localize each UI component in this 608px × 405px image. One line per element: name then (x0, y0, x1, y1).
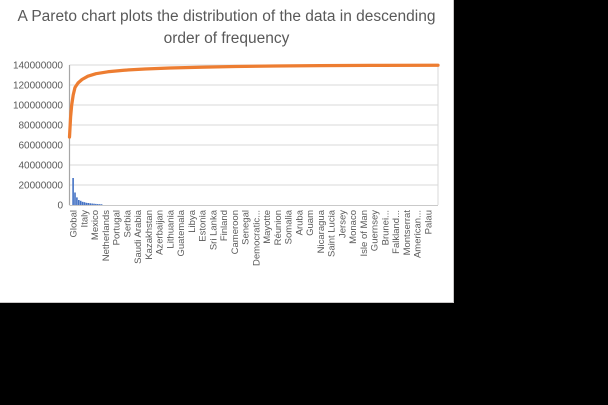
x-axis-tick-label: Jersey (337, 210, 348, 238)
frequency-bar (76, 197, 78, 205)
x-axis-tick-label: Portugal (112, 210, 123, 245)
y-axis-tick-label: 60000000 (19, 141, 64, 152)
y-axis-tick-label: 120000000 (13, 81, 63, 92)
x-axis-tick-label: Brunei... (380, 210, 391, 245)
x-axis-tick-label: Guam (305, 210, 316, 236)
x-axis-tick-label: Senegal (241, 210, 252, 245)
frequency-bar (72, 178, 74, 205)
x-axis-tick-label: Estonia (198, 209, 209, 241)
frequency-bar (91, 203, 93, 205)
y-axis-tick-label: 100000000 (13, 101, 63, 112)
x-axis-tick-label: Cameroon (230, 210, 241, 254)
y-axis-tick-label: 40000000 (19, 161, 64, 172)
x-axis-tick-label: Mayotte (262, 210, 273, 244)
chart-title: A Pareto chart plots the distribution of… (17, 8, 436, 47)
x-axis-tick-label: Lithuania (165, 209, 176, 248)
x-axis-tick-label: Réunion (273, 210, 284, 245)
y-axis-tick-label: 140000000 (13, 61, 63, 72)
x-axis-tick-label: Libya (187, 209, 198, 232)
x-axis-tick-label: Mexico (90, 210, 101, 240)
frequency-bar (85, 202, 88, 205)
plot-svg: 0 20000000 40000000 60000000 80000000 1000000… (13, 61, 440, 266)
x-axis-tick-label: Finland (219, 210, 230, 241)
frequency-bar (95, 203, 97, 205)
frequency-bar (98, 204, 101, 205)
x-axis-tick-label: Isle of Man (359, 210, 370, 256)
frequency-bar (93, 203, 95, 205)
pareto-chart[interactable]: A Pareto chart plots the distribution of… (0, 0, 454, 303)
x-axis-tick-label: Italy (79, 210, 90, 228)
frequency-bar (87, 203, 90, 205)
x-axis-tick-label: Saudi Arabia (133, 209, 144, 264)
x-axis-tick-label: Saint Lucia (327, 209, 338, 257)
x-axis-tick-label: Montserrat (402, 210, 413, 256)
x-axis-tick-label: Aruba (294, 209, 305, 235)
frequency-bar (89, 203, 91, 205)
frequency-bar (79, 200, 82, 205)
x-axis-tick-label: Nicaragua (316, 209, 327, 253)
y-axis-tick-label: 20000000 (19, 181, 64, 192)
x-axis-tick-label: Somalia (284, 209, 295, 244)
frequency-bar (78, 200, 80, 205)
x-axis-tick-label: Serbia (122, 209, 133, 237)
x-axis-tick-label: American... (413, 210, 424, 258)
x-axis-tick-label: Netherlands (101, 210, 112, 261)
x-axis-tick-label: Guatemala (176, 209, 187, 256)
x-axis-tick-label: Democratic... (251, 210, 262, 266)
y-axis-tick-label: 0 (57, 201, 63, 212)
frequency-bar (81, 201, 84, 205)
cumulative-line (67, 63, 440, 139)
x-axis-tick-label: Azerbaijan (155, 210, 166, 255)
x-axis-tick-label: Falkland... (391, 210, 402, 254)
x-axis-tick-label: Sri Lanka (208, 209, 219, 250)
y-axis-tick-label: 80000000 (19, 121, 64, 132)
x-axis-tick-label: Monaco (348, 210, 359, 244)
frequency-bar (100, 204, 103, 205)
frequency-bar (74, 192, 76, 205)
frequency-bar (83, 202, 86, 205)
x-axis-tick-label: Global (69, 210, 80, 237)
x-axis-tick-label: Palau (423, 210, 434, 234)
x-axis-tick-label: Kazakhstan (144, 210, 155, 260)
frequency-bar (97, 204, 99, 205)
x-axis-tick-label: Guernsey (370, 210, 381, 251)
